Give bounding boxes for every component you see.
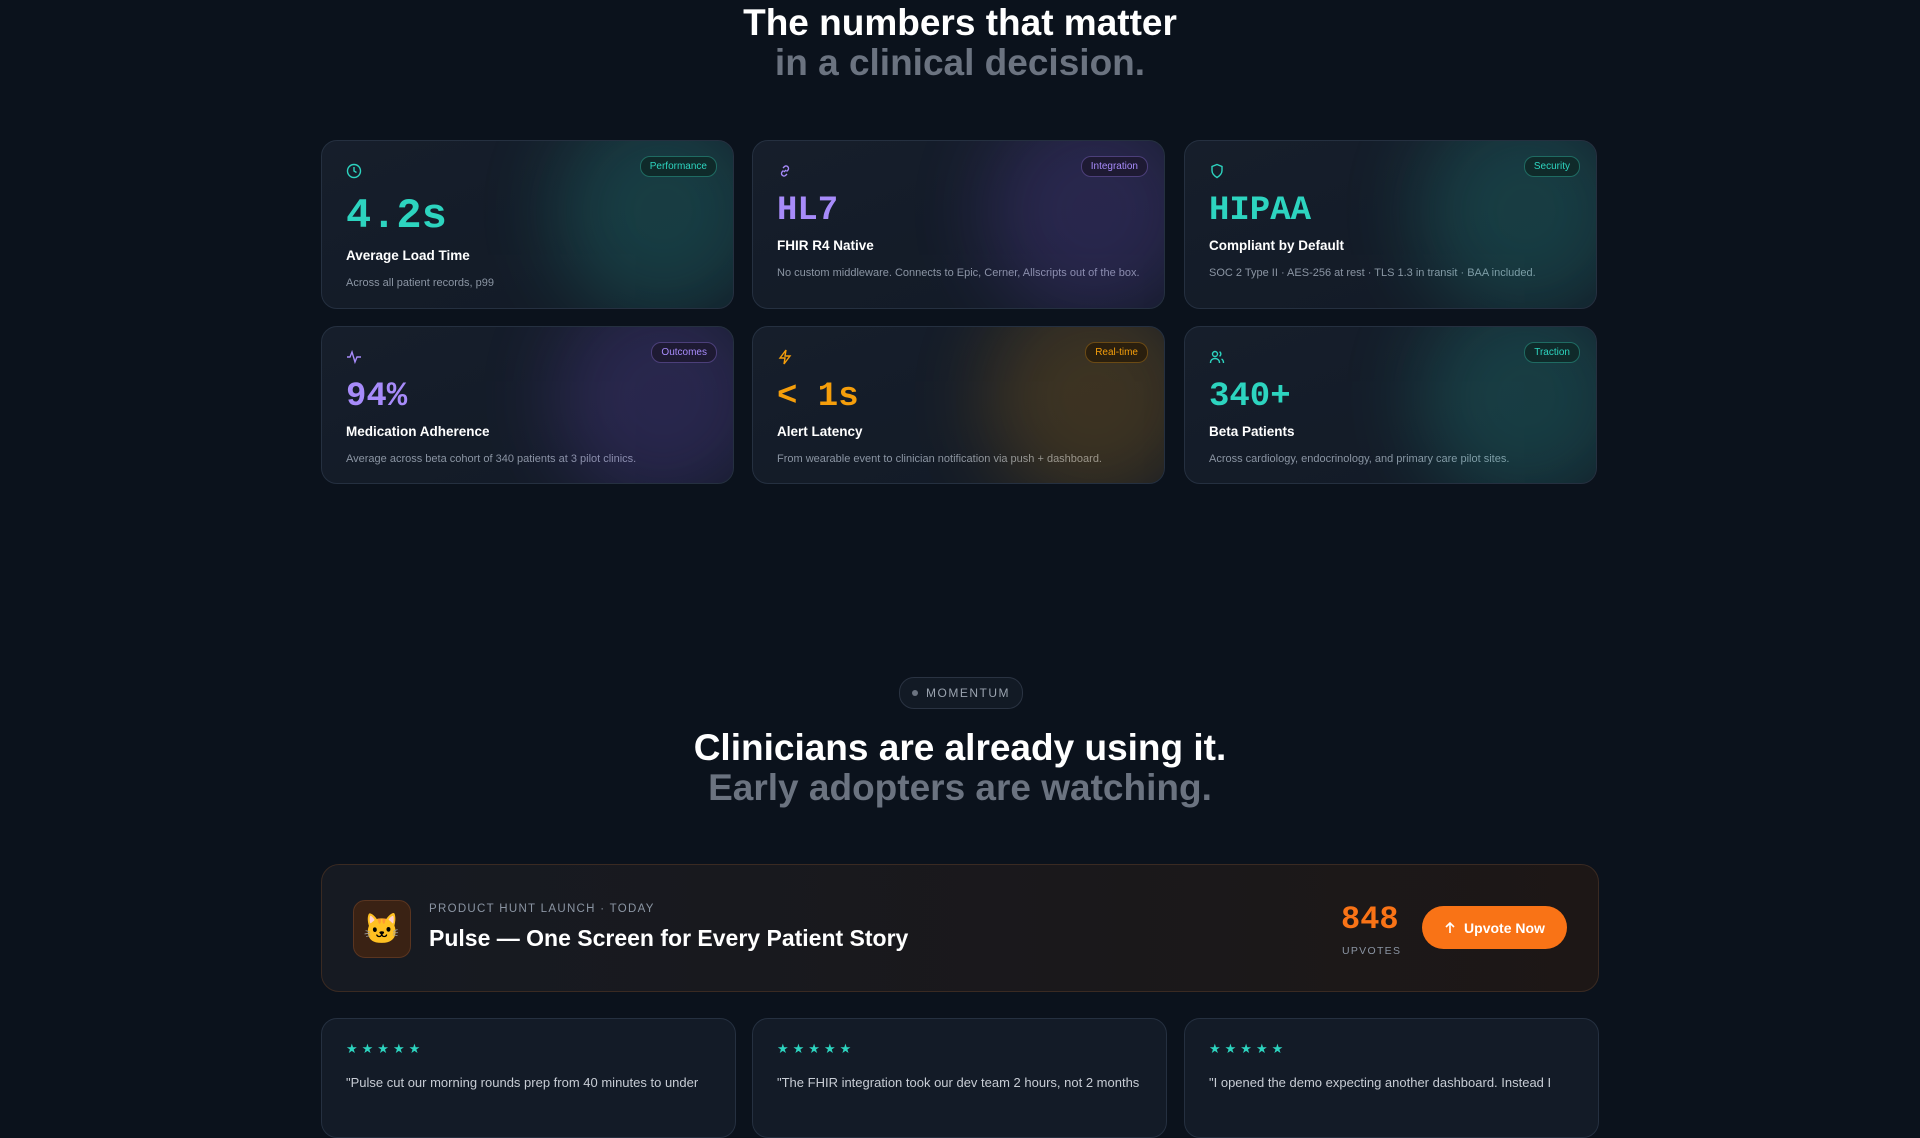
page: The numbers that matter in a clinical de… — [321, 2, 1599, 1138]
stat-description: SOC 2 Type II · AES-256 at rest · TLS 1.… — [1209, 267, 1536, 279]
stat-label: Beta Patients — [1209, 424, 1295, 439]
launch-icon: 🐱 — [353, 900, 411, 958]
launch-eyebrow: PRODUCT HUNT LAUNCH · TODAY — [429, 903, 655, 915]
stat-card: Outcomes 94% Medication Adherence Averag… — [321, 326, 734, 484]
stat-description: From wearable event to clinician notific… — [777, 453, 1102, 465]
stat-description: No custom middleware. Connects to Epic, … — [777, 267, 1140, 279]
badge: Performance — [639, 156, 717, 177]
stars: ★★★★★ — [777, 1041, 856, 1056]
section-pill: MOMENTUM — [899, 677, 1023, 709]
quote: "Pulse cut our morning rounds prep from … — [346, 1075, 699, 1090]
testimonial-card: ★★★★★ "The FHIR integration took our dev … — [752, 1018, 1167, 1138]
badge: Security — [1523, 156, 1580, 177]
stat-card: Integration HL7 FHIR R4 Native No custom… — [752, 140, 1165, 309]
icon — [347, 349, 361, 365]
section-subtitle: Early adopters are watching. — [708, 767, 1212, 808]
stat-value: HIPAA — [1209, 192, 1312, 230]
testimonial-card: ★★★★★ "I opened the demo expecting anothe… — [1184, 1018, 1599, 1138]
upvote-label: UPVOTES — [1342, 945, 1402, 957]
section-title: The numbers that matter — [743, 2, 1177, 43]
stat-description: Across all patient records, p99 — [346, 277, 494, 289]
launch-title: Pulse — One Screen for Every Patient Sto… — [429, 925, 909, 951]
pill-dot — [912, 690, 918, 696]
icon — [1209, 350, 1225, 364]
badge: Traction — [1524, 342, 1580, 363]
button-label: Upvote Now — [1464, 919, 1545, 936]
icon — [780, 165, 790, 177]
stat-label: Compliant by Default — [1209, 238, 1345, 253]
stat-card: Performance 4.2s Average Load Time Acros… — [321, 140, 734, 309]
stat-value: < 1s — [777, 378, 859, 416]
badge: Integration — [1080, 156, 1148, 177]
section-title: Clinicians are already using it. — [693, 727, 1227, 768]
testimonial-card: ★★★★★ "Pulse cut our morning rounds prep … — [321, 1018, 736, 1138]
quote: "The FHIR integration took our dev team … — [777, 1075, 1140, 1090]
badge: Outcomes — [651, 342, 717, 363]
icon — [1211, 163, 1223, 179]
stat-value: 94% — [346, 378, 408, 416]
stat-value: 340+ — [1209, 378, 1291, 416]
icon — [778, 349, 792, 365]
stat-value: HL7 — [777, 192, 839, 230]
pill-label: MOMENTUM — [926, 686, 1010, 700]
stat-card: Traction 340+ Beta Patients Across cardi… — [1184, 326, 1597, 484]
section-subtitle: in a clinical decision. — [774, 42, 1146, 83]
stat-label: Medication Adherence — [346, 424, 490, 439]
stat-label: FHIR R4 Native — [777, 238, 874, 253]
stat-value: 4.2s — [346, 192, 447, 240]
stars: ★★★★★ — [1209, 1041, 1288, 1056]
icon — [346, 163, 362, 179]
stat-description: Average across beta cohort of 340 patien… — [346, 453, 637, 465]
launch-card: 🐱 PRODUCT HUNT LAUNCH · TODAY Pulse — On… — [321, 864, 1599, 992]
stat-label: Average Load Time — [346, 248, 470, 263]
stat-label: Alert Latency — [777, 424, 863, 439]
stars: ★★★★★ — [346, 1041, 425, 1056]
quote: "I opened the demo expecting another das… — [1209, 1075, 1552, 1090]
stat-card: Real-time < 1s Alert Latency From wearab… — [752, 326, 1165, 484]
arrow-icon — [1445, 921, 1455, 933]
upvote-count: 848 — [1341, 901, 1399, 938]
stat-card: Security HIPAA Compliant by Default SOC … — [1184, 140, 1597, 309]
upvote-button[interactable]: Upvote Now — [1422, 906, 1567, 949]
stat-description: Across cardiology, endocrinology, and pr… — [1209, 453, 1510, 465]
badge: Real-time — [1085, 342, 1148, 363]
